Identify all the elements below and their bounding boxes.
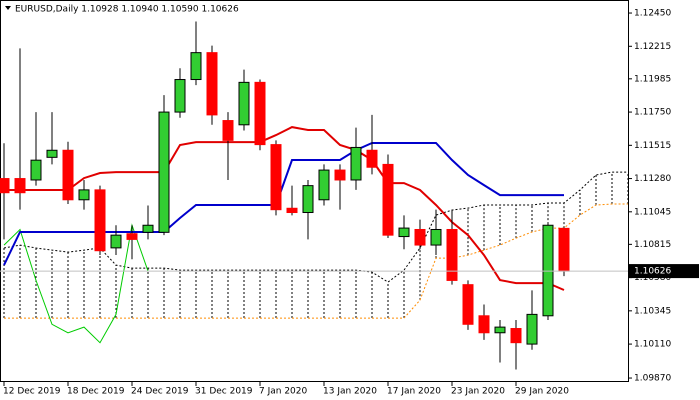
- y-tick-label: 1.10815: [634, 240, 671, 250]
- candle-body: [446, 228, 458, 281]
- last-price-label: 1.10626: [634, 267, 671, 277]
- candle-body: [94, 189, 106, 252]
- candle-body: [526, 313, 538, 345]
- candle-body: [254, 81, 266, 146]
- candle-body: [30, 159, 42, 181]
- candle-body: [414, 228, 426, 246]
- y-tick-label: 1.11045: [634, 207, 671, 217]
- x-tick-label: 17 Jan 2020: [387, 387, 441, 397]
- y-tick-label: 1.11750: [634, 108, 671, 118]
- y-tick-label: 1.11280: [634, 174, 671, 184]
- candle-body: [14, 178, 26, 194]
- chart-title: EURUSD,Daily 1.10928 1.10940 1.10590 1.1…: [15, 5, 239, 15]
- candle-body: [110, 234, 122, 249]
- y-tick-label: 1.10580: [634, 273, 671, 283]
- x-tick-label: 31 Dec 2019: [195, 387, 253, 397]
- candle-body: [286, 207, 298, 214]
- candle-body: [238, 81, 250, 126]
- y-tick-label: 1.11985: [634, 74, 671, 84]
- candle-body: [222, 120, 234, 141]
- x-tick-label: 23 Jan 2020: [451, 387, 505, 397]
- candle-body: [46, 149, 58, 158]
- candle-body: [398, 227, 410, 238]
- candle-body: [510, 328, 522, 344]
- x-tick-label: 13 Jan 2020: [323, 387, 377, 397]
- candle-body: [302, 185, 314, 214]
- candle-body: [478, 315, 490, 334]
- y-tick-label: 1.11515: [634, 141, 671, 151]
- y-tick-label: 1.10345: [634, 306, 671, 316]
- candle-body: [430, 228, 442, 246]
- candle-body: [350, 146, 362, 181]
- indicator-line: [3, 223, 149, 344]
- candle-body: [382, 163, 394, 236]
- last-price-box: [629, 264, 699, 279]
- candle-body: [318, 169, 330, 201]
- candle-body: [190, 52, 202, 81]
- indicator-line: [4, 203, 628, 319]
- candle-body: [78, 189, 90, 201]
- y-tick-label: 1.10110: [634, 340, 671, 350]
- candle-body: [270, 144, 282, 211]
- candle-body: [462, 284, 474, 325]
- indicator-line: [4, 126, 565, 291]
- x-tick-label: 24 Dec 2019: [131, 387, 189, 397]
- candle-body: [206, 52, 218, 116]
- candle-body: [62, 149, 74, 201]
- candle-body: [542, 224, 554, 317]
- y-tick-label: 1.12215: [634, 42, 671, 52]
- candle-body: [494, 326, 506, 334]
- x-tick-label: 29 Jan 2020: [515, 387, 569, 397]
- indicator-line: [3, 171, 628, 283]
- candle-body: [126, 233, 138, 240]
- x-tick-label: 18 Dec 2019: [67, 387, 125, 397]
- candle-body: [558, 227, 570, 272]
- x-tick-label: 7 Jan 2020: [259, 387, 307, 397]
- candle-body: [0, 178, 10, 194]
- candle-body: [366, 149, 378, 168]
- candle-body: [158, 111, 170, 233]
- y-tick-label: 1.12450: [634, 9, 671, 19]
- plot: [0, 21, 629, 370]
- candle-body: [174, 79, 186, 113]
- x-tick-label: 12 Dec 2019: [3, 387, 61, 397]
- y-tick-label: 1.09870: [634, 374, 671, 384]
- menu-arrow: [5, 6, 11, 10]
- candle-body: [142, 224, 154, 233]
- candle-body: [334, 169, 346, 181]
